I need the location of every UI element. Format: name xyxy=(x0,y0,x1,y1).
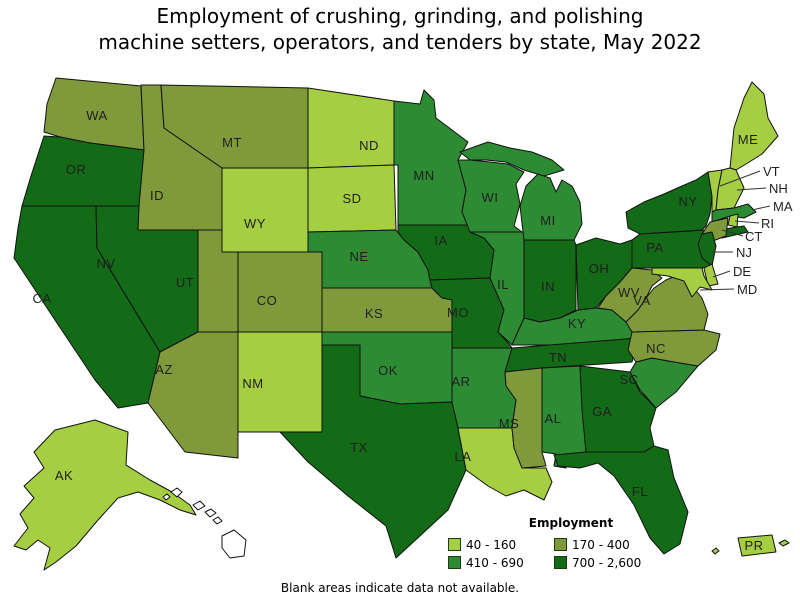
state-HI xyxy=(162,487,247,559)
state-WI xyxy=(457,159,525,233)
state-callout-label-DE: DE xyxy=(733,264,751,279)
state-WV xyxy=(597,267,663,323)
callout-line-MD xyxy=(699,288,735,291)
state-NH xyxy=(715,167,745,211)
legend-swatch-3 xyxy=(554,556,567,569)
state-AZ xyxy=(147,331,239,459)
state-ND xyxy=(307,87,395,169)
state-CO xyxy=(237,251,323,333)
state-label-AZ: AZ xyxy=(155,362,173,377)
legend-swatch-1 xyxy=(554,538,567,551)
state-label-IA: IA xyxy=(434,233,447,248)
legend-label-2: 410 - 690 xyxy=(466,555,524,570)
state-PR xyxy=(711,534,790,557)
state-label-ID: ID xyxy=(150,188,164,203)
state-label-AL: AL xyxy=(545,411,562,426)
title-line-1: Employment of crushing, grinding, and po… xyxy=(156,4,644,28)
state-label-SD: SD xyxy=(342,191,361,206)
state-callout-label-MD: MD xyxy=(737,282,757,297)
legend-label-1: 170 - 400 xyxy=(572,537,630,552)
state-callout-label-VT: VT xyxy=(763,164,780,179)
state-MI xyxy=(459,141,583,241)
callout-line-VT xyxy=(719,170,761,187)
state-label-GA: GA xyxy=(592,404,612,419)
state-TX xyxy=(279,344,467,559)
state-label-NE: NE xyxy=(349,249,368,264)
state-label-CO: CO xyxy=(257,293,278,308)
map-legend: Employment 40 - 160 170 - 400 410 - 690 700… xyxy=(448,516,694,571)
legend-label-0: 40 - 160 xyxy=(466,537,517,552)
state-TN xyxy=(504,337,639,373)
state-MD xyxy=(651,267,713,298)
state-label-MN: MN xyxy=(413,168,434,183)
state-label-ME: ME xyxy=(738,132,759,147)
state-label-LA: LA xyxy=(455,449,472,464)
callout-line-CT xyxy=(721,229,744,237)
state-RI xyxy=(727,213,739,228)
state-ME xyxy=(729,81,779,171)
state-label-ND: ND xyxy=(359,138,379,153)
footnote: Blank areas indicate data not available. xyxy=(280,581,520,595)
state-label-MI: MI xyxy=(540,213,555,228)
state-KS xyxy=(321,287,453,333)
state-NC xyxy=(627,329,721,367)
state-label-NV: NV xyxy=(96,256,115,271)
state-label-KY: KY xyxy=(568,316,586,331)
legend-item-2: 410 - 690 xyxy=(448,554,554,571)
state-label-MS: MS xyxy=(499,416,520,431)
state-label-OK: OK xyxy=(378,363,398,378)
legend-item-1: 170 - 400 xyxy=(554,536,686,553)
state-label-MO: MO xyxy=(447,305,469,320)
state-label-WY: WY xyxy=(244,216,266,231)
state-label-UT: UT xyxy=(176,275,194,290)
state-FL xyxy=(553,445,689,555)
state-label-KS: KS xyxy=(365,306,383,321)
state-label-OR: OR xyxy=(66,162,87,177)
state-label-IL: IL xyxy=(497,277,509,292)
state-label-WI: WI xyxy=(482,190,499,205)
state-label-AR: AR xyxy=(451,374,470,389)
callout-line-MA xyxy=(751,205,771,211)
state-MN xyxy=(393,89,473,226)
state-label-IN: IN xyxy=(541,279,555,294)
state-callout-label-RI: RI xyxy=(761,216,774,231)
state-label-AK: AK xyxy=(55,468,73,483)
state-WY xyxy=(221,167,309,253)
state-label-NC: NC xyxy=(646,341,666,356)
legend-item-0: 40 - 160 xyxy=(448,536,554,553)
legend-swatch-2 xyxy=(448,556,461,569)
figure-title: Employment of crushing, grinding, and po… xyxy=(0,3,800,55)
callout-line-NH xyxy=(736,187,767,191)
state-callout-label-NH: NH xyxy=(769,181,788,196)
state-label-TX: TX xyxy=(350,440,368,455)
state-label-WV: WV xyxy=(618,285,640,300)
legend-item-3: 700 - 2,600 xyxy=(554,554,686,571)
state-label-NM: NM xyxy=(242,376,263,391)
legend-title: Employment xyxy=(528,516,614,530)
state-callout-label-MA: MA xyxy=(773,199,793,214)
state-label-PA: PA xyxy=(646,240,663,255)
callout-line-DE xyxy=(712,270,731,278)
legend-swatch-0 xyxy=(448,538,461,551)
state-label-TN: TN xyxy=(549,350,567,365)
state-callout-label-NJ: NJ xyxy=(736,245,752,260)
state-callout-label-CT: CT xyxy=(745,229,762,244)
state-label-WA: WA xyxy=(86,108,107,123)
state-label-FL: FL xyxy=(632,484,648,499)
state-AK xyxy=(13,419,197,571)
state-label-PR: PR xyxy=(744,538,763,553)
state-label-SC: SC xyxy=(619,372,638,387)
legend-label-3: 700 - 2,600 xyxy=(572,555,642,570)
title-line-2: machine setters, operators, and tenders … xyxy=(98,30,702,54)
state-label-OH: OH xyxy=(589,261,610,276)
state-label-MT: MT xyxy=(222,135,242,150)
state-label-CA: CA xyxy=(32,291,51,306)
callout-line-RI xyxy=(734,220,760,224)
state-label-NY: NY xyxy=(678,194,697,209)
legend-items: 40 - 160 170 - 400 410 - 690 700 - 2,600 xyxy=(448,536,694,571)
state-label-VA: VA xyxy=(633,293,650,308)
